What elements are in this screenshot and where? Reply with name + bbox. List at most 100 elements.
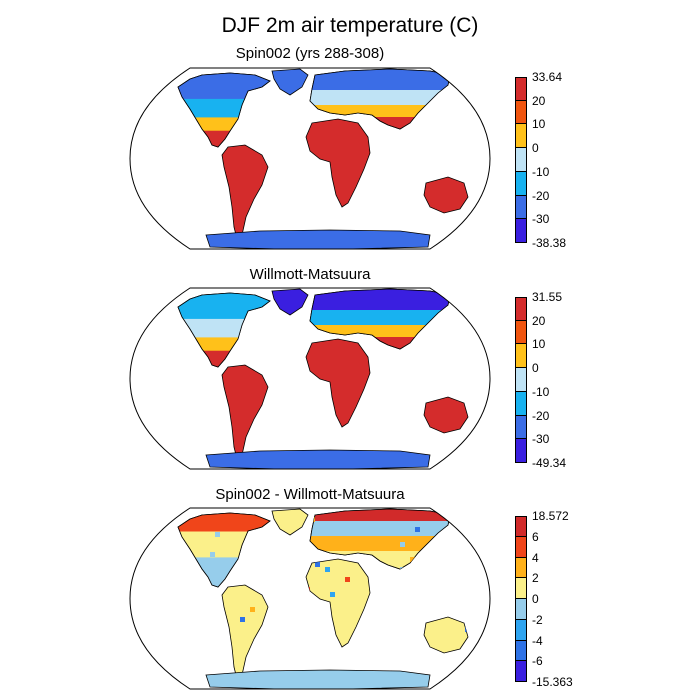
anomaly-cell bbox=[160, 587, 165, 592]
anomaly-cell bbox=[475, 587, 480, 592]
anomaly-cell bbox=[425, 572, 430, 577]
anomaly-cell bbox=[400, 647, 405, 652]
colorbar-label: -2 bbox=[532, 612, 543, 627]
anomaly-cell bbox=[405, 642, 410, 647]
anomaly-cell bbox=[145, 667, 150, 672]
colorbar-label: -15.363 bbox=[532, 675, 573, 689]
landmass-samerica bbox=[221, 364, 269, 460]
anomaly-cell bbox=[155, 667, 160, 672]
anomaly-cell bbox=[250, 547, 255, 552]
coastline-namerica bbox=[177, 292, 271, 368]
anomaly-cell bbox=[180, 572, 185, 577]
anomaly-cell bbox=[160, 597, 165, 602]
anomaly-cell bbox=[225, 647, 230, 652]
anomaly-cell bbox=[210, 552, 215, 557]
anomaly-cell bbox=[190, 592, 195, 597]
temperature-band bbox=[178, 73, 270, 100]
anomaly-cell bbox=[155, 507, 160, 512]
anomaly-cell bbox=[470, 507, 475, 512]
anomaly-cell bbox=[140, 602, 145, 607]
temperature-band bbox=[178, 117, 270, 132]
temperature-band bbox=[178, 337, 270, 352]
anomaly-cell bbox=[145, 677, 150, 682]
colorbar-label: -49.34 bbox=[532, 456, 567, 470]
anomaly-cell bbox=[195, 582, 200, 587]
temperature-band bbox=[310, 509, 450, 522]
landmass-australia bbox=[423, 396, 469, 434]
temperature-band bbox=[178, 98, 270, 118]
colorbar-label: -30 bbox=[532, 212, 550, 227]
colorbar-segment bbox=[515, 195, 527, 220]
anomaly-cell bbox=[480, 537, 485, 542]
colorbar-label: -10 bbox=[532, 384, 550, 399]
anomaly-cell bbox=[290, 587, 295, 592]
map-boundary bbox=[129, 287, 491, 470]
anomaly-cell bbox=[270, 537, 275, 542]
anomaly-cell bbox=[130, 642, 135, 647]
anomaly-cell bbox=[130, 547, 135, 552]
anomaly-cell bbox=[255, 577, 260, 582]
colorbar-label: 33.64 bbox=[532, 70, 563, 84]
anomaly-cell bbox=[485, 507, 490, 512]
colorbar-label: -20 bbox=[532, 408, 550, 423]
colorbar-label: 20 bbox=[532, 93, 546, 108]
anomaly-cell bbox=[130, 682, 135, 687]
anomaly-cell bbox=[220, 612, 225, 617]
colorbar-segment bbox=[515, 297, 527, 321]
anomaly-cell bbox=[185, 672, 190, 677]
anomaly-cell bbox=[222, 617, 225, 622]
anomaly-cell bbox=[190, 657, 195, 662]
anomaly-cell bbox=[485, 627, 490, 632]
colorbar-segment bbox=[515, 516, 527, 537]
temperature-band bbox=[310, 289, 450, 311]
anomaly-cell bbox=[365, 637, 370, 642]
colorbar-segment bbox=[515, 100, 527, 125]
landmass-samerica bbox=[221, 144, 269, 240]
anomaly-cell bbox=[480, 587, 485, 592]
colorbar-label: 2 bbox=[532, 571, 539, 586]
temperature-band bbox=[310, 325, 450, 338]
anomaly-cell bbox=[315, 562, 320, 567]
anomaly-cell bbox=[460, 537, 465, 542]
anomaly-cell bbox=[480, 587, 485, 592]
anomaly-cell bbox=[220, 632, 225, 637]
anomaly-cell bbox=[215, 642, 220, 647]
anomaly-cell bbox=[455, 542, 460, 547]
anomaly-cell bbox=[465, 552, 470, 557]
landmass-africa bbox=[305, 118, 371, 208]
anomaly-cell bbox=[450, 552, 455, 557]
anomaly-cell bbox=[430, 652, 435, 657]
anomaly-cell bbox=[285, 572, 290, 577]
anomaly-cell bbox=[160, 562, 165, 567]
landmass-australia bbox=[423, 616, 469, 654]
anomaly-cell bbox=[320, 602, 325, 607]
anomaly-cell bbox=[155, 547, 160, 552]
anomaly-cell bbox=[190, 627, 195, 632]
anomaly-cell bbox=[130, 542, 135, 547]
anomaly-cell bbox=[250, 607, 255, 612]
anomaly-cell bbox=[165, 532, 170, 537]
anomaly-cell bbox=[165, 507, 170, 512]
anomaly-cell bbox=[135, 647, 140, 652]
colorbar-label: -20 bbox=[532, 188, 550, 203]
anomaly-cell bbox=[460, 522, 465, 527]
anomaly-cell bbox=[175, 637, 180, 642]
temperature-band bbox=[310, 521, 450, 537]
anomaly-cell bbox=[385, 647, 390, 652]
anomaly-cell bbox=[240, 617, 245, 622]
anomaly-cell bbox=[405, 622, 410, 627]
anomaly-cell bbox=[435, 672, 440, 677]
colorbar-segment bbox=[515, 415, 527, 440]
anomaly-cell bbox=[410, 557, 415, 562]
anomaly-cell bbox=[485, 592, 490, 597]
anomaly-cell bbox=[365, 662, 370, 667]
temperature-band bbox=[310, 105, 450, 118]
anomaly-cell bbox=[370, 557, 375, 562]
colorbar-label: -10 bbox=[532, 164, 550, 179]
temperature-band bbox=[310, 310, 450, 326]
colorbar-segment bbox=[515, 619, 527, 641]
temperature-band bbox=[310, 90, 450, 106]
anomaly-cell bbox=[155, 517, 160, 522]
anomaly-cell bbox=[270, 552, 275, 557]
anomaly-cell bbox=[415, 527, 420, 532]
